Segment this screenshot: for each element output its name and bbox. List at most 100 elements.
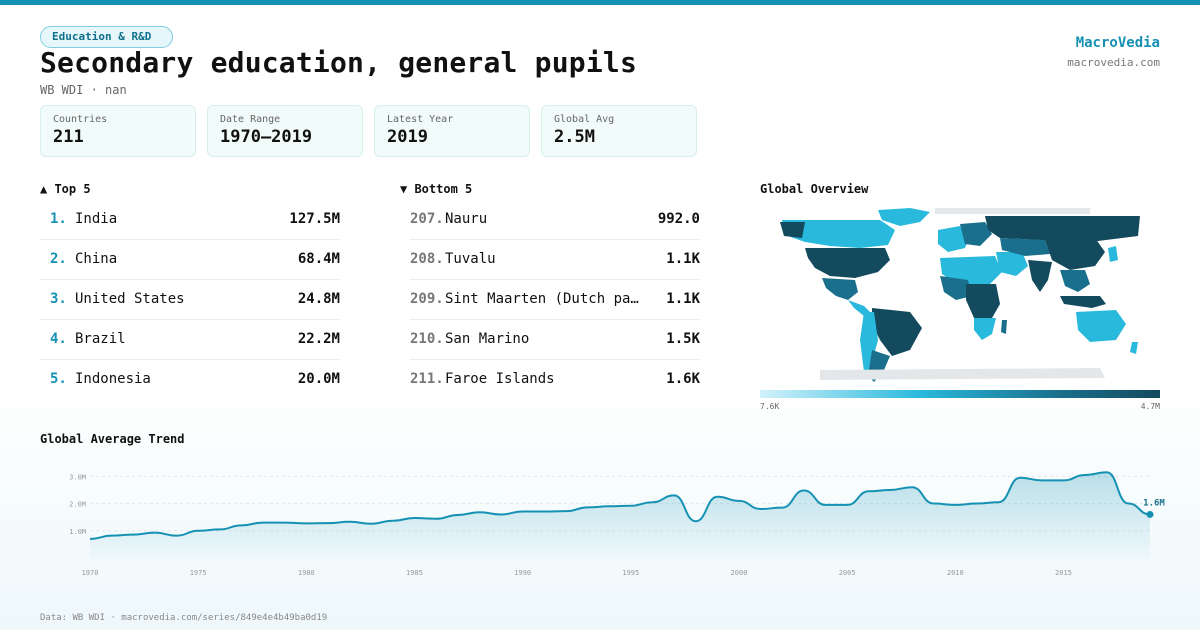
country-value: 1.1K bbox=[666, 291, 700, 307]
country-value: 1.1K bbox=[666, 251, 700, 267]
country-value: 20.0M bbox=[297, 371, 340, 387]
top5-heading: ▲ Top 5 bbox=[40, 182, 91, 196]
country-name: Indonesia bbox=[75, 371, 151, 387]
country-name: Faroe Islands bbox=[445, 371, 555, 387]
brand-url[interactable]: macrovedia.com bbox=[1067, 56, 1160, 69]
map-region-arctic bbox=[935, 208, 1090, 214]
y-tick-label: 1.0M bbox=[69, 528, 86, 536]
footer-source: Data: WB WDI · macrovedia.com/series/849… bbox=[40, 613, 328, 623]
map-region-russia bbox=[985, 216, 1140, 242]
list-item[interactable]: 5. Indonesia 20.0M bbox=[40, 360, 340, 400]
rank-number: 209. bbox=[410, 291, 444, 307]
map-region-australia bbox=[1076, 310, 1126, 342]
trend-last-label: 1.6M bbox=[1143, 498, 1165, 508]
country-name: China bbox=[75, 251, 118, 267]
map-region-india bbox=[1028, 260, 1052, 292]
map-region-japan bbox=[1108, 246, 1118, 262]
list-item[interactable]: 3. United States 24.8M bbox=[40, 280, 340, 320]
trend-chart[interactable]: 1.0M 2.0M 3.0M 1970 1975 1980 1985 1990 1995 2000… bbox=[40, 455, 1170, 585]
page-title: Secondary education, general pupils bbox=[40, 46, 638, 79]
country-value: 24.8M bbox=[297, 291, 340, 307]
x-tick-label: 1970 bbox=[82, 569, 99, 577]
list-item[interactable]: 210. San Marino 1.5K bbox=[410, 320, 700, 360]
rank-number: 207. bbox=[410, 211, 444, 227]
map-legend-gradient bbox=[760, 390, 1160, 398]
x-tick-label: 1975 bbox=[190, 569, 207, 577]
country-value: 68.4M bbox=[297, 251, 340, 267]
country-value: 992.0 bbox=[657, 211, 700, 227]
list-item[interactable]: 208. Tuvalu 1.1K bbox=[410, 240, 700, 280]
map-region-new-zealand bbox=[1130, 342, 1138, 354]
map-region-indonesia bbox=[1060, 296, 1106, 308]
map-region-middle-east bbox=[996, 252, 1028, 276]
map-region-north-africa bbox=[940, 256, 1002, 284]
list-item[interactable]: 4. Brazil 22.2M bbox=[40, 320, 340, 360]
rank-number: 211. bbox=[410, 371, 444, 387]
trend-last-point bbox=[1146, 510, 1154, 518]
stat-label: Latest Year bbox=[387, 114, 454, 125]
list-item[interactable]: 209. Sint Maarten (Dutch pa… 1.1K bbox=[410, 280, 700, 320]
rank-number: 5. bbox=[50, 371, 67, 387]
map-region-greenland bbox=[878, 208, 930, 226]
stat-card-countries: Countries 211 bbox=[40, 105, 196, 157]
country-name: San Marino bbox=[445, 331, 530, 347]
map-region-madagascar bbox=[1001, 320, 1007, 334]
x-tick-label: 1980 bbox=[298, 569, 315, 577]
map-region-europe-east bbox=[960, 222, 992, 246]
map-region-andes bbox=[860, 312, 878, 372]
x-tick-label: 1990 bbox=[514, 569, 531, 577]
map-region-china bbox=[1045, 238, 1105, 270]
stat-value: 211 bbox=[53, 127, 84, 147]
bottom5-list: 207. Nauru 992.0 208. Tuvalu 1.1K 209. S… bbox=[410, 200, 700, 400]
stat-value: 2.5M bbox=[554, 127, 595, 147]
trend-chart-svg: 1.0M 2.0M 3.0M 1970 1975 1980 1985 1990 1995 2000… bbox=[69, 471, 1165, 577]
world-map-svg bbox=[780, 208, 1140, 382]
map-region-central-asia bbox=[1000, 238, 1050, 256]
map-region-europe-west bbox=[938, 226, 970, 252]
country-name: Nauru bbox=[445, 211, 488, 227]
stat-label: Date Range bbox=[220, 114, 281, 125]
list-item[interactable]: 2. China 68.4M bbox=[40, 240, 340, 280]
legend-max-label: 4.7M bbox=[1140, 402, 1160, 411]
x-tick-label: 2015 bbox=[1055, 569, 1072, 577]
stat-label: Global Avg bbox=[554, 114, 615, 125]
country-value: 1.5K bbox=[666, 331, 700, 347]
map-region-south-africa bbox=[974, 318, 996, 340]
stat-value: 1970–2019 bbox=[220, 127, 313, 147]
rank-number: 3. bbox=[50, 291, 67, 307]
country-name: India bbox=[75, 211, 118, 227]
country-name: United States bbox=[75, 291, 185, 307]
y-tick-label: 2.0M bbox=[69, 501, 86, 509]
rank-number: 1. bbox=[50, 211, 67, 227]
map-region-antarctica bbox=[820, 368, 1105, 380]
x-tick-label: 2005 bbox=[839, 569, 856, 577]
category-tag[interactable]: Education & R&D bbox=[40, 26, 173, 48]
country-name: Tuvalu bbox=[445, 251, 496, 267]
legend-min-label: 7.6K bbox=[760, 402, 780, 411]
trend-line bbox=[89, 471, 1151, 540]
map-region-southeast-asia bbox=[1060, 270, 1090, 292]
x-tick-label: 1985 bbox=[406, 569, 423, 577]
list-item[interactable]: 211. Faroe Islands 1.6K bbox=[410, 360, 700, 400]
map-region-canada bbox=[782, 220, 895, 248]
y-tick-label: 3.0M bbox=[69, 473, 86, 481]
rank-number: 4. bbox=[50, 331, 67, 347]
stat-card-global-avg: Global Avg 2.5M bbox=[541, 105, 697, 157]
map-region-usa bbox=[805, 248, 890, 278]
map-region-alaska bbox=[780, 222, 805, 238]
world-choropleth-map[interactable] bbox=[760, 200, 1160, 385]
rank-number: 2. bbox=[50, 251, 67, 267]
map-region-brazil bbox=[872, 308, 922, 356]
country-value: 22.2M bbox=[297, 331, 340, 347]
x-tick-label: 2000 bbox=[731, 569, 748, 577]
stat-label: Countries bbox=[53, 114, 108, 125]
list-item[interactable]: 207. Nauru 992.0 bbox=[410, 200, 700, 240]
top5-list: 1. India 127.5M 2. China 68.4M 3. United… bbox=[40, 200, 340, 400]
brand-logo[interactable]: MacroVedia bbox=[1075, 35, 1160, 51]
rank-number: 210. bbox=[410, 331, 444, 347]
stat-card-date-range: Date Range 1970–2019 bbox=[207, 105, 363, 157]
list-item[interactable]: 1. India 127.5M bbox=[40, 200, 340, 240]
map-region-central-africa bbox=[966, 284, 1000, 318]
top-accent-bar bbox=[0, 0, 1200, 5]
bottom5-heading: ▼ Bottom 5 bbox=[400, 182, 473, 196]
